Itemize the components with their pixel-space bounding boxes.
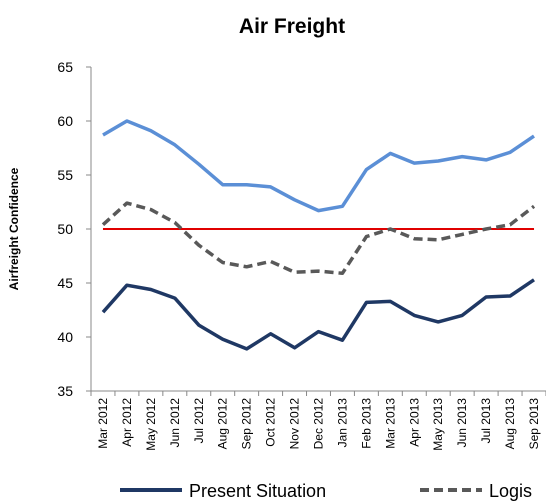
x-tick-label: Mar 2013 bbox=[383, 398, 397, 449]
chart-title: Air Freight bbox=[239, 15, 345, 38]
x-tick-label: Aug 2013 bbox=[503, 398, 517, 450]
y-tick-label: 65 bbox=[57, 59, 73, 75]
y-axis-label: Airfreight Confidence bbox=[7, 167, 21, 290]
x-tick-label: Jul 2013 bbox=[479, 398, 493, 444]
x-tick-label: Oct 2012 bbox=[264, 398, 278, 447]
x-tick-label: Jan 2013 bbox=[335, 398, 349, 448]
x-tick-label: Apr 2013 bbox=[407, 398, 421, 447]
x-tick-label: Jun 2013 bbox=[455, 398, 469, 448]
x-tick-label: Mar 2012 bbox=[96, 398, 110, 449]
y-tick-label: 45 bbox=[57, 275, 73, 291]
x-tick-label: Feb 2013 bbox=[359, 398, 373, 449]
y-tick-label: 35 bbox=[57, 383, 73, 399]
y-tick-label: 60 bbox=[57, 113, 73, 129]
series-line bbox=[102, 119, 535, 213]
x-tick-label: Sep 2013 bbox=[527, 398, 541, 450]
y-tick-label: 40 bbox=[57, 329, 73, 345]
x-tick-label: Jul 2012 bbox=[192, 398, 206, 444]
x-tick-label: Jun 2012 bbox=[168, 398, 182, 448]
y-tick-label: 55 bbox=[57, 167, 73, 183]
x-tick-label: Apr 2012 bbox=[120, 398, 134, 447]
legend-label: Present Situation bbox=[189, 481, 326, 501]
legend-label: Logis bbox=[489, 481, 532, 501]
series-line bbox=[101, 278, 535, 351]
x-tick-label: Sep 2012 bbox=[240, 398, 254, 450]
x-tick-label: Dec 2012 bbox=[312, 398, 326, 450]
x-tick-label: May 2013 bbox=[431, 398, 445, 451]
y-tick-label: 50 bbox=[57, 221, 73, 237]
x-tick-label: Aug 2012 bbox=[216, 398, 230, 450]
x-tick-label: Nov 2012 bbox=[288, 398, 302, 450]
x-tick-label: May 2012 bbox=[144, 398, 158, 451]
series-line bbox=[101, 201, 536, 276]
